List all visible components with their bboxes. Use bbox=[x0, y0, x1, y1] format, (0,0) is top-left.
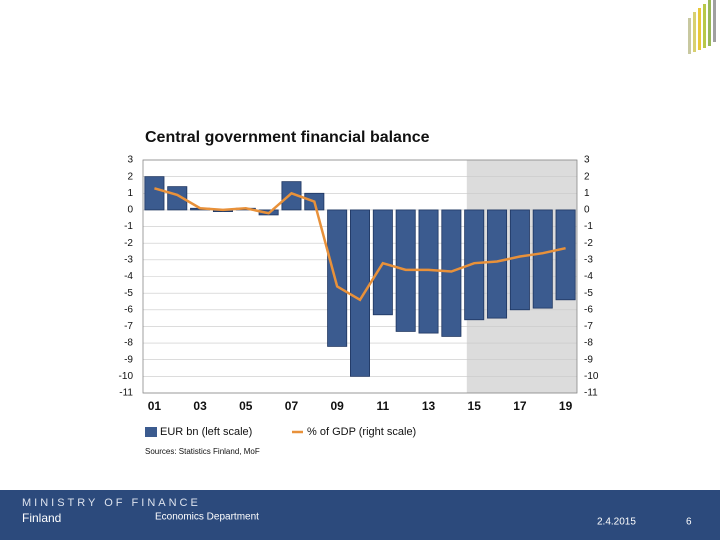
y-tick-label: -8 bbox=[124, 338, 133, 349]
x-tick-label: 09 bbox=[330, 399, 344, 413]
bar bbox=[441, 209, 462, 337]
y2-tick-label: 2 bbox=[584, 171, 590, 182]
bar bbox=[327, 209, 348, 347]
y2-tick-label: -4 bbox=[584, 271, 593, 282]
y2-tick-label: 3 bbox=[584, 155, 590, 166]
y-tick-label: -6 bbox=[124, 304, 133, 315]
y2-tick-label: -3 bbox=[584, 254, 593, 265]
x-tick-label: 19 bbox=[559, 399, 573, 413]
y2-tick-label: -1 bbox=[584, 221, 593, 232]
x-tick-label: 15 bbox=[468, 399, 482, 413]
legend-swatch bbox=[145, 427, 157, 437]
bar bbox=[487, 209, 508, 319]
bar bbox=[532, 209, 553, 309]
legend-label: EUR bn (left scale) bbox=[160, 426, 252, 438]
x-tick-label: 03 bbox=[193, 399, 207, 413]
x-tick-label: 11 bbox=[376, 399, 389, 413]
country: Finland bbox=[22, 511, 61, 525]
x-tick-label: 07 bbox=[285, 399, 299, 413]
x-tick-label: 17 bbox=[513, 399, 527, 413]
y-tick-label: -10 bbox=[119, 371, 134, 382]
y-tick-label: -9 bbox=[124, 354, 133, 365]
bar bbox=[464, 209, 485, 321]
x-tick-label: 01 bbox=[148, 399, 162, 413]
y2-tick-label: -2 bbox=[584, 238, 593, 249]
y2-tick-label: -9 bbox=[584, 354, 593, 365]
bar bbox=[555, 209, 576, 301]
bar bbox=[144, 176, 165, 211]
y2-tick-label: -7 bbox=[584, 321, 593, 332]
x-tick-label: 05 bbox=[239, 399, 253, 413]
line bbox=[154, 187, 566, 302]
department: Economics Department bbox=[155, 512, 259, 523]
chart-title: Central government financial balance bbox=[145, 129, 430, 146]
y-tick-label: 2 bbox=[127, 171, 133, 182]
logo-stripes bbox=[688, 0, 716, 54]
y-tick-label: 1 bbox=[127, 188, 133, 199]
y-tick-label: -11 bbox=[119, 388, 133, 399]
bar bbox=[509, 209, 530, 311]
plot-frame bbox=[142, 159, 578, 394]
y2-tick-label: 1 bbox=[584, 188, 590, 199]
y-tick-label: -7 bbox=[124, 321, 133, 332]
y2-tick-label: -11 bbox=[584, 388, 598, 399]
y2-tick-label: -8 bbox=[584, 338, 593, 349]
y-tick-label: -4 bbox=[124, 271, 133, 282]
source: Sources: Statistics Finland, MoF bbox=[145, 447, 260, 456]
y2-tick-label: -10 bbox=[584, 371, 599, 382]
y-tick-label: 3 bbox=[127, 155, 133, 166]
y-tick-label: -1 bbox=[124, 221, 133, 232]
y-tick-label: -3 bbox=[124, 254, 133, 265]
legend-label: % of GDP (right scale) bbox=[307, 426, 416, 438]
y2-tick-label: -5 bbox=[584, 288, 593, 299]
y-tick-label: -5 bbox=[124, 288, 133, 299]
date: 2.4.2015 bbox=[597, 517, 636, 528]
footer-bar bbox=[0, 490, 720, 540]
y2-tick-label: 0 bbox=[584, 205, 590, 216]
y2-tick-label: -6 bbox=[584, 304, 593, 315]
y-tick-label: 0 bbox=[127, 205, 133, 216]
bar bbox=[350, 209, 370, 377]
y-tick-label: -2 bbox=[124, 238, 133, 249]
page-number: 6 bbox=[686, 517, 692, 528]
ministry: MINISTRY OF FINANCE bbox=[22, 497, 201, 509]
x-tick-label: 13 bbox=[422, 399, 436, 413]
